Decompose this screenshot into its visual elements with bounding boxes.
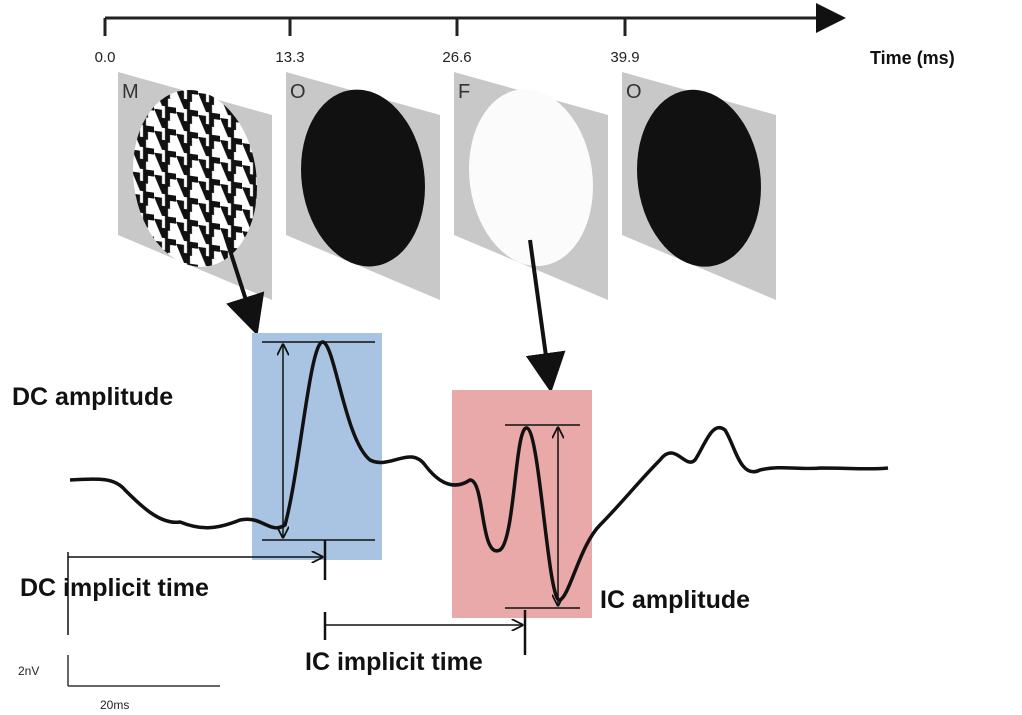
arrow bbox=[223, 234, 265, 336]
waveform bbox=[69, 340, 889, 602]
dc-implicit-marker bbox=[67, 540, 327, 635]
frame-letter: M bbox=[122, 81, 139, 103]
frame-letter: O bbox=[290, 81, 306, 103]
time-tick: 0.0 bbox=[95, 49, 116, 66]
ic-amplitude-marker bbox=[505, 424, 580, 609]
scale-label: 20ms bbox=[100, 698, 129, 712]
time-tick: 26.6 bbox=[442, 49, 471, 66]
frame: O bbox=[286, 72, 440, 300]
label: DC implicit time bbox=[20, 574, 209, 602]
frame: M bbox=[118, 72, 272, 300]
scale-bar bbox=[67, 655, 220, 687]
frame-letter: F bbox=[458, 81, 470, 103]
frame: F bbox=[454, 72, 608, 300]
scale-label: 2nV bbox=[18, 664, 39, 678]
timeline bbox=[103, 3, 846, 36]
time-tick: 13.3 bbox=[275, 49, 304, 66]
ic-implicit-marker bbox=[323, 610, 527, 655]
label: IC implicit time bbox=[305, 648, 483, 676]
dc-amplitude-marker bbox=[262, 341, 375, 541]
arrow bbox=[525, 239, 566, 393]
time-tick: 39.9 bbox=[610, 49, 639, 66]
ic-box bbox=[452, 390, 592, 618]
label: IC amplitude bbox=[600, 586, 750, 614]
label: DC amplitude bbox=[12, 383, 173, 411]
frame-letter: O bbox=[626, 81, 642, 103]
frame: O bbox=[622, 72, 776, 300]
time-axis-label: Time (ms) bbox=[870, 48, 955, 68]
